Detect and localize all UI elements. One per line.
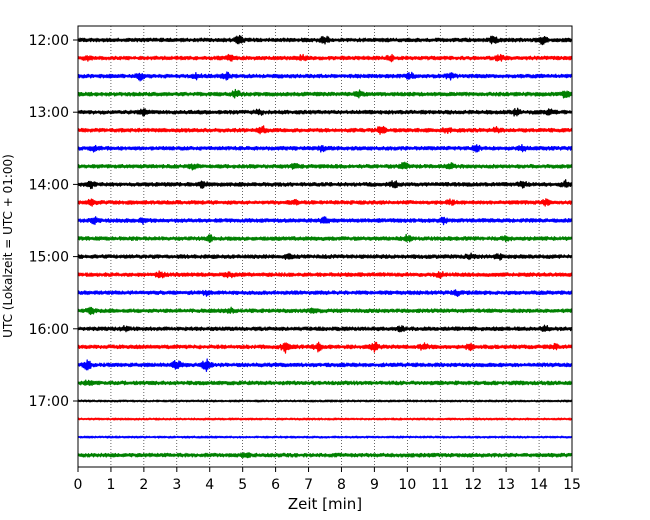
x-tick-label: 10 — [398, 477, 416, 493]
x-tick-label: 6 — [271, 477, 280, 493]
x-tick-label: 9 — [370, 477, 379, 493]
trace-line — [77, 379, 573, 386]
x-tick-label: 15 — [563, 477, 581, 493]
x-tick-label: 8 — [337, 477, 346, 493]
trace-line — [77, 179, 573, 190]
y-axis-label: UTC (Lokalzeit = UTC + 01:00) — [1, 154, 15, 338]
y-tick-label: 17:00 — [29, 394, 69, 410]
trace-line — [77, 435, 573, 439]
y-tick-label: 15:00 — [29, 250, 69, 266]
x-axis-label: Zeit [min] — [288, 495, 362, 513]
x-tick-label: 2 — [139, 477, 148, 493]
trace-line — [77, 34, 573, 46]
y-tick-label: 14:00 — [29, 177, 69, 193]
x-tick-label: 4 — [205, 477, 214, 493]
trace-line — [77, 53, 573, 63]
x-tick-label: 11 — [431, 477, 449, 493]
trace-line — [77, 417, 573, 421]
trace-line — [77, 341, 573, 354]
y-tick-label: 12:00 — [29, 33, 69, 49]
trace-line — [77, 252, 573, 261]
trace-line — [77, 144, 573, 153]
x-tick-label: 7 — [304, 477, 313, 493]
trace-line — [77, 324, 573, 333]
x-tick-label: 12 — [464, 477, 482, 493]
x-tick-label: 0 — [74, 477, 83, 493]
trace-line — [77, 270, 573, 279]
x-tick-label: 13 — [497, 477, 515, 493]
trace-line — [77, 399, 573, 403]
y-tick-label: 16:00 — [29, 322, 69, 338]
trace-line — [77, 289, 573, 298]
trace-line — [77, 306, 573, 316]
trace-line — [77, 233, 573, 243]
trace-line — [77, 71, 573, 82]
trace-line — [77, 161, 573, 171]
x-tick-label: 3 — [172, 477, 181, 493]
trace-line — [77, 216, 573, 226]
trace-line — [77, 358, 573, 372]
y-axis-ticks: 12:00 13:00 14:00 15:00 16:00 17:00 — [29, 33, 78, 410]
x-axis-ticks: 0 1 2 3 4 5 6 7 8 9 10 11 12 13 14 15 — [74, 467, 581, 493]
trace-line — [77, 88, 573, 99]
plot-frame — [77, 25, 573, 468]
trace-line — [77, 452, 573, 459]
x-tick-label: 14 — [530, 477, 548, 493]
seismogram-traces — [77, 34, 573, 459]
x-tick-label: 1 — [106, 477, 115, 493]
trace-line — [77, 198, 573, 207]
y-tick-label: 13:00 — [29, 105, 69, 121]
trace-line — [77, 125, 573, 135]
trace-line — [77, 107, 573, 117]
x-tick-label: 5 — [238, 477, 247, 493]
